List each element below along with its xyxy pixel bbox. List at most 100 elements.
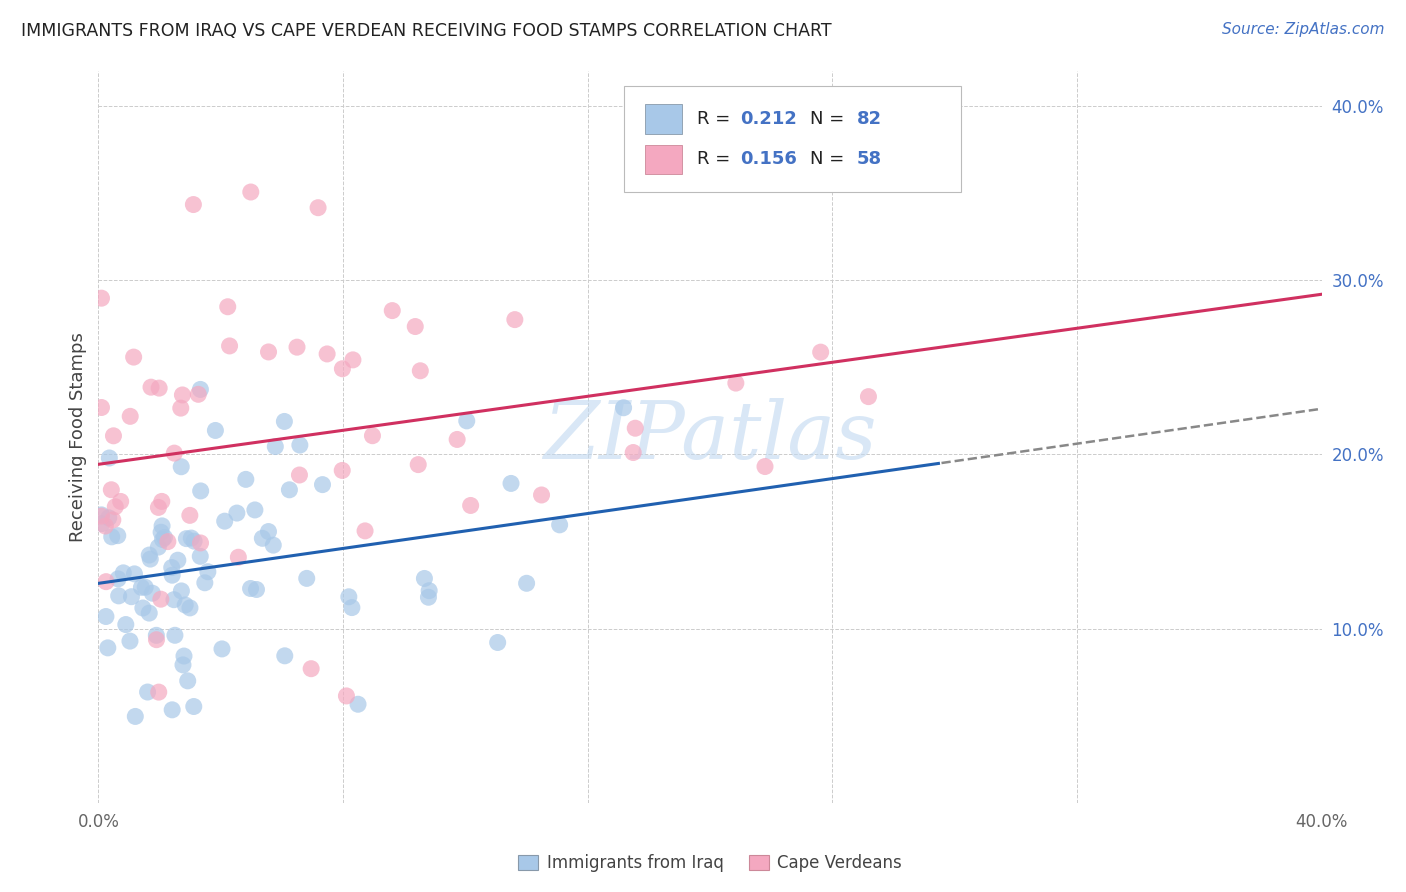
Point bbox=[460, 499, 482, 513]
Point bbox=[225, 506, 247, 520]
Point bbox=[170, 583, 193, 598]
Point bbox=[103, 429, 125, 443]
Point bbox=[404, 319, 426, 334]
Point bbox=[139, 380, 162, 394]
Point bbox=[98, 450, 121, 465]
Bar bbox=[645, 145, 682, 174]
Text: 0.156: 0.156 bbox=[741, 150, 797, 168]
Point bbox=[172, 388, 194, 402]
Point bbox=[413, 572, 436, 586]
Point bbox=[486, 635, 509, 649]
Point bbox=[347, 698, 370, 712]
Point bbox=[217, 300, 239, 314]
Point bbox=[145, 632, 167, 647]
Point bbox=[180, 531, 202, 545]
Point bbox=[150, 494, 173, 508]
Point bbox=[170, 401, 193, 416]
Text: 58: 58 bbox=[856, 150, 882, 168]
Point bbox=[100, 483, 122, 497]
Point bbox=[342, 352, 364, 367]
Point bbox=[274, 648, 297, 663]
Point bbox=[176, 532, 198, 546]
Point bbox=[179, 600, 201, 615]
Text: R =: R = bbox=[696, 110, 735, 128]
Point bbox=[90, 291, 112, 305]
Point bbox=[228, 550, 250, 565]
Point bbox=[299, 662, 322, 676]
Point bbox=[107, 529, 129, 543]
Point bbox=[311, 477, 333, 491]
Point bbox=[94, 519, 117, 533]
Point bbox=[163, 592, 186, 607]
Point bbox=[548, 517, 571, 532]
Point bbox=[90, 516, 112, 531]
Point bbox=[624, 421, 647, 435]
Point bbox=[235, 472, 257, 486]
Text: 0.212: 0.212 bbox=[741, 110, 797, 128]
Point bbox=[101, 513, 124, 527]
Point bbox=[152, 533, 174, 547]
Point bbox=[409, 364, 432, 378]
Point bbox=[285, 340, 308, 354]
Point bbox=[100, 530, 122, 544]
Point bbox=[114, 617, 136, 632]
Point bbox=[243, 503, 266, 517]
Point bbox=[190, 536, 212, 550]
Point bbox=[724, 376, 747, 390]
Point bbox=[107, 572, 129, 586]
Point bbox=[97, 640, 120, 655]
Point bbox=[120, 590, 142, 604]
Point bbox=[257, 345, 280, 359]
Point bbox=[153, 531, 176, 545]
Point bbox=[187, 387, 209, 401]
Point bbox=[278, 483, 301, 497]
Point bbox=[810, 345, 832, 359]
Point bbox=[446, 433, 468, 447]
Point bbox=[288, 468, 311, 483]
Point bbox=[139, 552, 162, 566]
Point bbox=[245, 582, 267, 597]
Point bbox=[418, 583, 440, 598]
Point bbox=[406, 458, 429, 472]
Point bbox=[120, 409, 142, 424]
Text: ZIPatlas: ZIPatlas bbox=[543, 399, 877, 475]
Point bbox=[332, 361, 354, 376]
Y-axis label: Receiving Food Stamps: Receiving Food Stamps bbox=[69, 332, 87, 542]
Point bbox=[173, 648, 195, 663]
Point bbox=[136, 685, 159, 699]
Point bbox=[381, 303, 404, 318]
Point bbox=[132, 601, 155, 615]
Point bbox=[156, 534, 179, 549]
Point bbox=[138, 606, 160, 620]
Point bbox=[188, 549, 211, 564]
Point bbox=[148, 381, 170, 395]
Point bbox=[149, 592, 172, 607]
Point bbox=[218, 339, 240, 353]
Point bbox=[112, 566, 135, 580]
Point bbox=[160, 703, 183, 717]
Point bbox=[190, 383, 212, 397]
Point bbox=[110, 494, 132, 508]
Point bbox=[530, 488, 553, 502]
Point bbox=[90, 509, 112, 524]
Text: N =: N = bbox=[810, 150, 851, 168]
Point bbox=[150, 519, 173, 533]
Point bbox=[418, 591, 440, 605]
Point bbox=[148, 500, 170, 515]
Point bbox=[131, 580, 153, 594]
Point bbox=[264, 440, 287, 454]
Point bbox=[499, 476, 522, 491]
Point bbox=[148, 540, 170, 554]
Point bbox=[239, 582, 262, 596]
Point bbox=[295, 571, 318, 585]
Point bbox=[90, 401, 112, 415]
Point bbox=[204, 424, 226, 438]
Point bbox=[257, 524, 280, 539]
Point bbox=[273, 414, 295, 428]
Point bbox=[337, 590, 360, 604]
FancyBboxPatch shape bbox=[624, 86, 960, 192]
Point bbox=[190, 483, 212, 498]
Point bbox=[122, 350, 145, 364]
Point bbox=[177, 673, 200, 688]
Point bbox=[262, 538, 284, 552]
